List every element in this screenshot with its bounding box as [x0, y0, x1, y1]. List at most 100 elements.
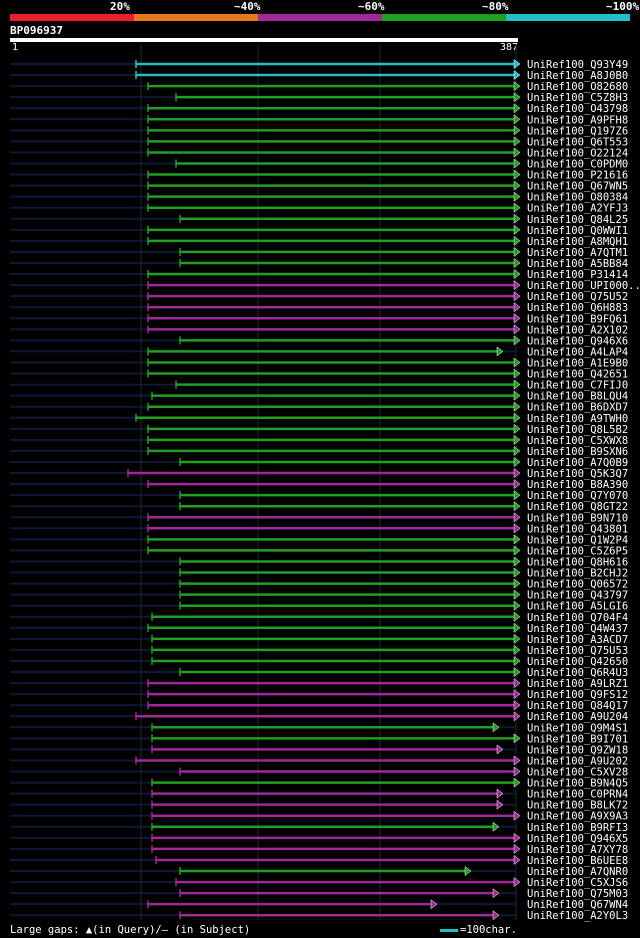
hit-label[interactable]: UniRef100_Q4W437 — [527, 623, 628, 635]
hit-row[interactable]: UniRef100_Q84Q17 — [10, 700, 628, 712]
hit-row[interactable]: UniRef100_Q06572 — [10, 578, 628, 591]
hit-row[interactable]: UniRef100_Q42650 — [10, 656, 628, 668]
hit-row[interactable]: UniRef100_P21616 — [10, 169, 628, 182]
hit-row[interactable]: UniRef100_Q75U52 — [10, 291, 628, 303]
hit-row[interactable]: UniRef100_B8LQU4 — [10, 391, 628, 403]
hit-label[interactable]: UniRef100_C5Z8H3 — [527, 92, 628, 104]
hit-label[interactable]: UniRef100_Q946X5 — [527, 833, 628, 845]
hit-label[interactable]: UniRef100_UPI000.. — [527, 280, 640, 292]
hit-label[interactable]: UniRef100_A5BB84 — [527, 258, 628, 270]
hit-label[interactable]: UniRef100_Q93Y49 — [527, 59, 628, 71]
hit-row[interactable]: UniRef100_A3ACD7 — [10, 634, 628, 646]
hit-row[interactable]: UniRef100_P31414 — [10, 269, 628, 281]
hit-row[interactable]: UniRef100_A9LRZ1 — [10, 678, 628, 690]
hit-label[interactable]: UniRef100_A9TWH0 — [527, 413, 628, 425]
hit-row[interactable]: UniRef100_Q8H616 — [10, 556, 628, 568]
hit-label[interactable]: UniRef100_B9SXN6 — [527, 446, 628, 458]
hit-label[interactable]: UniRef100_C5XWX8 — [527, 435, 628, 447]
hit-label[interactable]: UniRef100_A7Q0B9 — [527, 457, 628, 469]
hit-label[interactable]: UniRef100_A7QNR0 — [527, 866, 628, 878]
hit-label[interactable]: UniRef100_Q704F4 — [527, 612, 628, 624]
hit-row[interactable]: UniRef100_Q6H883 — [10, 302, 628, 314]
hit-row[interactable]: UniRef100_B9RFI3 — [10, 822, 628, 834]
hit-label[interactable]: UniRef100_A8MQH1 — [527, 236, 628, 248]
hit-row[interactable]: UniRef100_C5Z6P5 — [10, 545, 628, 557]
hit-label[interactable]: UniRef100_Q1W2P4 — [527, 534, 628, 546]
hit-label[interactable]: UniRef100_Q197Z6 — [527, 125, 628, 137]
hit-label[interactable]: UniRef100_Q75M03 — [527, 888, 628, 900]
hit-label[interactable]: UniRef100_Q9FS12 — [527, 689, 628, 701]
hit-label[interactable]: UniRef100_Q8L5B2 — [527, 424, 628, 436]
hit-row[interactable]: UniRef100_Q0WWI1 — [10, 225, 628, 237]
hit-row[interactable]: UniRef100_A9TWH0 — [10, 412, 628, 425]
hit-row[interactable]: UniRef100_O43798 — [10, 103, 628, 115]
hit-row[interactable]: UniRef100_A5BB84 — [10, 258, 628, 270]
hit-label[interactable]: UniRef100_A5LGI6 — [527, 601, 628, 613]
hit-row[interactable]: UniRef100_Q704F4 — [10, 611, 628, 624]
hit-row[interactable]: UniRef100_B6UEE8 — [10, 854, 628, 867]
hit-label[interactable]: UniRef100_B6DXD7 — [527, 402, 628, 414]
hit-row[interactable]: UniRef100_Q9ZW18 — [10, 744, 628, 756]
hit-label[interactable]: UniRef100_C7FIJ0 — [527, 380, 628, 392]
hit-row[interactable]: UniRef100_Q6R4U3 — [10, 667, 628, 679]
hit-label[interactable]: UniRef100_Q8H616 — [527, 556, 628, 568]
hit-row[interactable]: UniRef100_B9N4Q5 — [10, 777, 628, 790]
hit-row[interactable]: UniRef100_A2X102 — [10, 324, 628, 336]
hit-label[interactable]: UniRef100_Q6H883 — [527, 302, 628, 314]
hit-label[interactable]: UniRef100_Q84L25 — [527, 214, 628, 226]
hit-label[interactable]: UniRef100_P21616 — [527, 170, 628, 182]
hit-label[interactable]: UniRef100_Q946X6 — [527, 335, 628, 347]
hit-label[interactable]: UniRef100_A9U204 — [527, 711, 628, 723]
hit-row[interactable]: UniRef100_C5XV28 — [10, 766, 628, 779]
hit-row[interactable]: UniRef100_A8J0B0 — [10, 70, 628, 82]
hit-label[interactable]: UniRef100_B9N710 — [527, 512, 628, 524]
hit-row[interactable]: UniRef100_B6DXD7 — [10, 402, 628, 414]
hit-label[interactable]: UniRef100_O80384 — [527, 192, 628, 204]
hit-row[interactable]: UniRef100_Q1W2P4 — [10, 534, 628, 546]
hit-row[interactable]: UniRef100_O82680 — [10, 81, 628, 93]
hit-label[interactable]: UniRef100_A4LAP4 — [527, 346, 628, 358]
hit-label[interactable]: UniRef100_A7QTM1 — [527, 247, 628, 259]
hit-label[interactable]: UniRef100_B9I701 — [527, 733, 628, 745]
hit-label[interactable]: UniRef100_A2Y0L3 — [527, 910, 628, 922]
hit-row[interactable]: UniRef100_O22124 — [10, 147, 628, 159]
hit-row[interactable]: UniRef100_B9I701 — [10, 733, 628, 745]
hit-row[interactable]: UniRef100_O80384 — [10, 191, 628, 204]
hit-row[interactable]: UniRef100_C0PRN4 — [10, 788, 628, 801]
hit-row[interactable]: UniRef100_B2CHJ2 — [10, 567, 628, 580]
hit-row[interactable]: UniRef100_Q67WN4 — [10, 899, 628, 911]
hit-row[interactable]: UniRef100_A9PFH8 — [10, 114, 628, 126]
hit-row[interactable]: UniRef100_Q42651 — [10, 368, 628, 381]
hit-row[interactable]: UniRef100_C5XJS6 — [10, 877, 628, 889]
hit-label[interactable]: UniRef100_A7XY78 — [527, 844, 628, 856]
hit-label[interactable]: UniRef100_C5XV28 — [527, 767, 628, 779]
hit-row[interactable]: UniRef100_A4LAP4 — [10, 346, 628, 358]
hit-label[interactable]: UniRef100_C5Z6P5 — [527, 545, 628, 557]
hit-row[interactable]: UniRef100_A2Y0L3 — [10, 910, 628, 922]
hit-label[interactable]: UniRef100_Q9ZW18 — [527, 744, 628, 756]
hit-row[interactable]: UniRef100_C5Z8H3 — [10, 92, 628, 104]
hit-label[interactable]: UniRef100_A3ACD7 — [527, 634, 628, 646]
hit-row[interactable]: UniRef100_A8MQH1 — [10, 235, 628, 248]
hit-row[interactable]: UniRef100_C0PDM0 — [10, 158, 628, 170]
hit-row[interactable]: UniRef100_Q9M4S1 — [10, 722, 628, 734]
hit-label[interactable]: UniRef100_Q42650 — [527, 656, 628, 668]
hit-label[interactable]: UniRef100_Q9M4S1 — [527, 722, 628, 734]
hit-row[interactable]: UniRef100_A5LGI6 — [10, 600, 628, 613]
hit-label[interactable]: UniRef100_C0PDM0 — [527, 158, 628, 170]
hit-label[interactable]: UniRef100_Q75U53 — [527, 645, 628, 657]
hit-row[interactable]: UniRef100_A7QTM1 — [10, 247, 628, 259]
hit-row[interactable]: UniRef100_Q84L25 — [10, 213, 628, 226]
hit-row[interactable]: UniRef100_B9N710 — [10, 512, 628, 524]
hit-row[interactable]: UniRef100_UPI000.. — [10, 280, 640, 292]
hit-label[interactable]: UniRef100_Q5K3Q7 — [527, 468, 628, 480]
hit-label[interactable]: UniRef100_A9X9A3 — [527, 811, 628, 823]
hit-label[interactable]: UniRef100_A2YFJ3 — [527, 203, 628, 215]
hit-label[interactable]: UniRef100_A2X102 — [527, 324, 628, 336]
hit-row[interactable]: UniRef100_Q8L5B2 — [10, 423, 628, 436]
hit-label[interactable]: UniRef100_Q8GT22 — [527, 501, 628, 513]
hit-label[interactable]: UniRef100_Q75U52 — [527, 291, 628, 303]
hit-row[interactable]: UniRef100_Q43797 — [10, 589, 628, 602]
hit-row[interactable]: UniRef100_C5XWX8 — [10, 435, 628, 447]
hit-row[interactable]: UniRef100_A1E9B0 — [10, 357, 628, 369]
